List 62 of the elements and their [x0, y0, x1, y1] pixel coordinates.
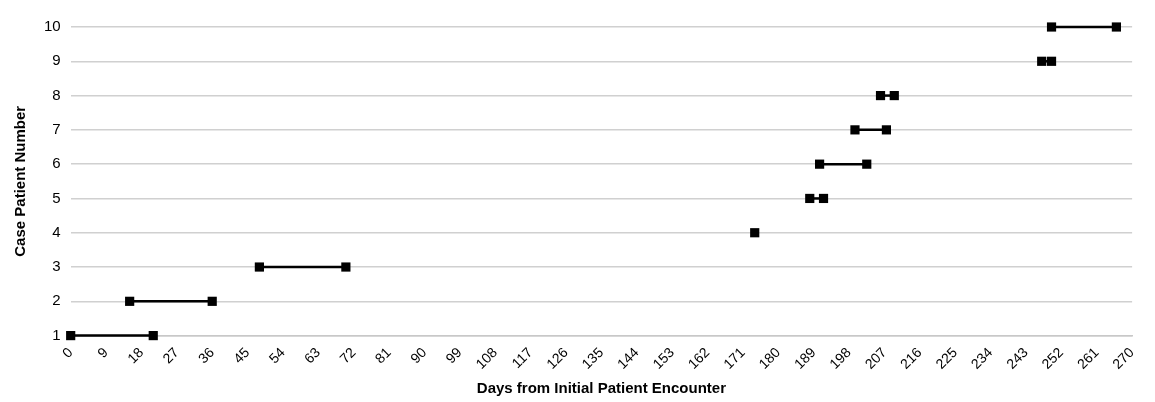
point: [814, 159, 825, 169]
y-tick-label: 4: [52, 222, 61, 240]
x-tick-label: 135: [578, 343, 607, 372]
x-tick-label: 9: [94, 343, 112, 361]
x-tick-label: 72: [336, 343, 359, 367]
x-tick-label: 153: [649, 343, 678, 372]
x-tick-label: 99: [442, 343, 465, 367]
x-tick-label: 171: [719, 343, 748, 372]
x-tick-label: 27: [159, 343, 182, 367]
x-tick-label: 54: [265, 343, 288, 367]
point: [1037, 56, 1047, 66]
x-tick-label: 252: [1038, 343, 1067, 372]
point: [850, 125, 860, 135]
x-tick-label: 225: [932, 343, 961, 372]
x-tick-label: 270: [1109, 343, 1138, 372]
y-tick-label: 2: [52, 291, 61, 309]
point: [1046, 22, 1057, 32]
x-tick-label: 243: [1003, 343, 1031, 372]
y-tick-label: 8: [52, 85, 61, 103]
point: [341, 262, 351, 272]
x-tick-label: 207: [861, 343, 890, 372]
x-tick-label: 180: [755, 343, 784, 372]
point: [805, 193, 815, 204]
x-tick-label: 90: [407, 343, 430, 367]
point: [125, 296, 135, 306]
x-tick-label: 198: [826, 343, 855, 372]
y-tick-label: 9: [52, 51, 61, 69]
point: [1046, 56, 1057, 66]
y-tick-label: 3: [52, 257, 61, 275]
y-tick-label: 7: [52, 120, 61, 138]
x-tick-label: 216: [896, 343, 925, 372]
y-tick-label: 10: [44, 17, 61, 35]
x-tick-label: 0: [58, 343, 76, 361]
y-tick-label: 1: [52, 325, 61, 343]
point: [207, 296, 217, 306]
point: [750, 228, 760, 238]
point: [66, 331, 76, 341]
point: [148, 331, 158, 341]
y-tick-label: 5: [52, 188, 61, 206]
point: [254, 262, 264, 272]
x-tick-label: 18: [123, 343, 147, 367]
x-axis-title: Days from Initial Patient Encounter: [476, 379, 727, 397]
x-tick-label: 117: [508, 343, 536, 372]
point: [881, 125, 892, 135]
x-tick-label: 108: [472, 343, 501, 372]
point: [889, 90, 899, 101]
y-axis-title: Case Patient Number: [11, 105, 29, 257]
x-tick-label: 162: [684, 343, 713, 372]
x-tick-label: 63: [300, 343, 324, 367]
x-tick-label: 45: [230, 343, 253, 367]
x-tick-label: 81: [371, 343, 395, 367]
point: [1111, 22, 1121, 32]
y-tick-label: 6: [52, 154, 61, 172]
x-tick-label: 189: [790, 343, 819, 372]
point: [875, 90, 886, 101]
point: [818, 193, 829, 204]
x-tick-label: 234: [967, 343, 996, 372]
x-tick-label: 261: [1073, 343, 1102, 372]
x-tick-label: 144: [613, 343, 642, 372]
x-tick-label: 36: [194, 343, 218, 367]
x-tick-label: 126: [543, 343, 572, 372]
point: [862, 159, 872, 169]
